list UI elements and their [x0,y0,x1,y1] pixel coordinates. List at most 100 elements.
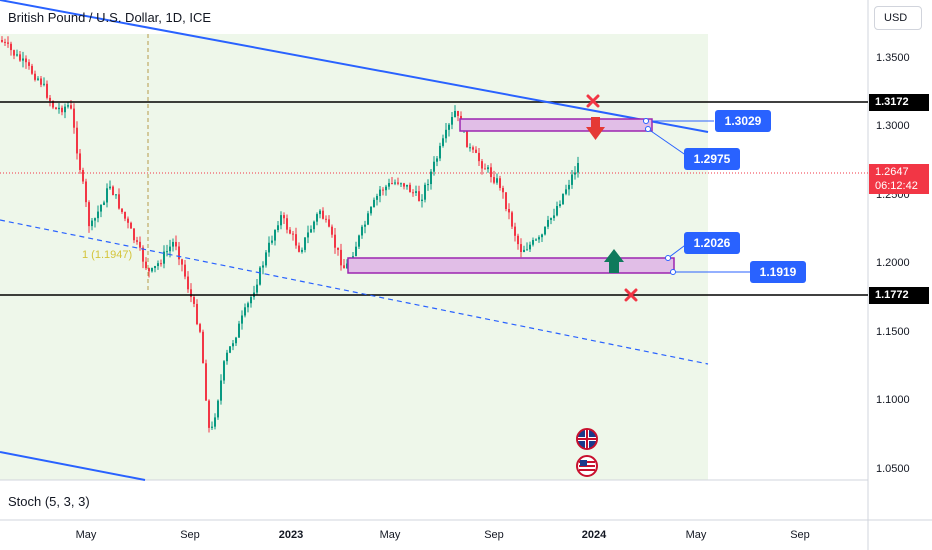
candle-body [64,106,66,113]
currency-button[interactable]: USD [874,6,922,30]
up-arrow-icon[interactable] [604,249,624,273]
candle-body [313,221,315,230]
candle-body [472,147,474,150]
candle-body [577,162,579,173]
candle-body [73,108,75,128]
candle-body [340,249,342,266]
candle-body [445,129,447,139]
candle-body [538,237,540,240]
candle-body [406,184,408,187]
candle-body [97,211,99,219]
callout-1-3029[interactable]: 1.3029 [715,110,771,132]
candle-body [409,184,411,193]
candle-body [433,161,435,172]
time-tick-label: May [380,529,401,541]
candle-body [76,127,78,154]
cross-icon[interactable] [624,288,638,302]
candle-body [235,337,237,344]
symbol-title[interactable]: British Pound / U.S. Dollar, 1D, ICE [8,10,212,25]
callout-1-1919[interactable]: 1.1919 [750,261,806,283]
candle-body [307,232,309,238]
candle-body [535,239,537,241]
candle-body [13,50,15,56]
price-tick-label: 1.2000 [876,257,910,269]
cross-icon[interactable] [586,94,600,108]
candle-body [217,400,219,418]
candle-body [193,297,195,304]
candle-body [337,247,339,250]
support-zone[interactable] [347,257,675,274]
candle-body [487,167,489,170]
lower-trendline[interactable] [0,451,146,481]
callout-1-2975[interactable]: 1.2975 [684,148,740,170]
anchor-point[interactable] [665,255,671,261]
candle-body [514,226,516,236]
candle-body [424,184,426,200]
anchor-point[interactable] [643,118,649,124]
candle-body [541,234,543,238]
candle-body [442,138,444,146]
candle-body [40,78,42,85]
candle-body [181,259,183,265]
resistance-zone[interactable] [459,118,653,132]
candle-body [403,183,405,187]
candle-body [304,237,306,250]
candle-body [82,169,84,182]
candle-body [262,265,264,268]
candle-body [211,426,213,428]
candle-body [343,265,345,269]
candle-body [520,244,522,253]
candle-body [268,242,270,253]
price-axis-ticks: 1.35001.30001.25001.20001.15001.10001.05… [876,52,910,475]
uk-flag-icon[interactable] [576,428,598,450]
candle-body [61,107,63,113]
price-tick-label: 1.1000 [876,394,910,406]
candle-body [190,289,192,298]
candle-body [127,218,129,223]
stochastic-indicator-label[interactable]: Stoch (5, 3, 3) [8,494,90,509]
candle-body [196,303,198,325]
candle-body [85,181,87,203]
anchor-point[interactable] [670,269,676,275]
callout-1-2026[interactable]: 1.2026 [684,232,740,254]
candle-body [547,219,549,227]
candle-body [565,189,567,194]
candle-body [355,246,357,257]
annotation-label: 1 (1.1947) [82,249,132,261]
support-level-badge: 1.1772 [869,287,929,304]
candle-body [271,240,273,243]
candle-body [298,245,300,252]
middle-trendline[interactable] [0,219,709,365]
candle-body [157,263,159,267]
candle-body [220,380,222,401]
candle-body [256,284,258,293]
us-flag-icon[interactable] [576,455,598,477]
candle-body [469,147,471,149]
candle-body [400,183,402,185]
candle-body [46,83,48,98]
upper-trendline[interactable] [0,0,709,133]
candle-body [562,193,564,205]
candle-body [322,210,324,219]
time-tick-label: Sep [180,529,200,541]
candle-body [118,194,120,209]
anchor-point[interactable] [645,126,651,132]
candle-body [172,241,174,247]
candle-body [571,174,573,185]
candle-body [124,211,126,219]
time-tick-label: Sep [790,529,810,541]
candle-body [544,226,546,235]
time-tick-label: Sep [484,529,504,541]
candle-body [175,241,177,247]
candle-body [43,83,45,85]
time-tick-label: May [686,529,707,541]
candle-body [412,192,414,194]
candle-body [94,218,96,221]
candle-body [526,249,528,251]
candle-body [241,315,243,324]
candle-body [529,244,531,250]
candle-body [178,246,180,260]
down-arrow-icon[interactable] [586,117,605,140]
